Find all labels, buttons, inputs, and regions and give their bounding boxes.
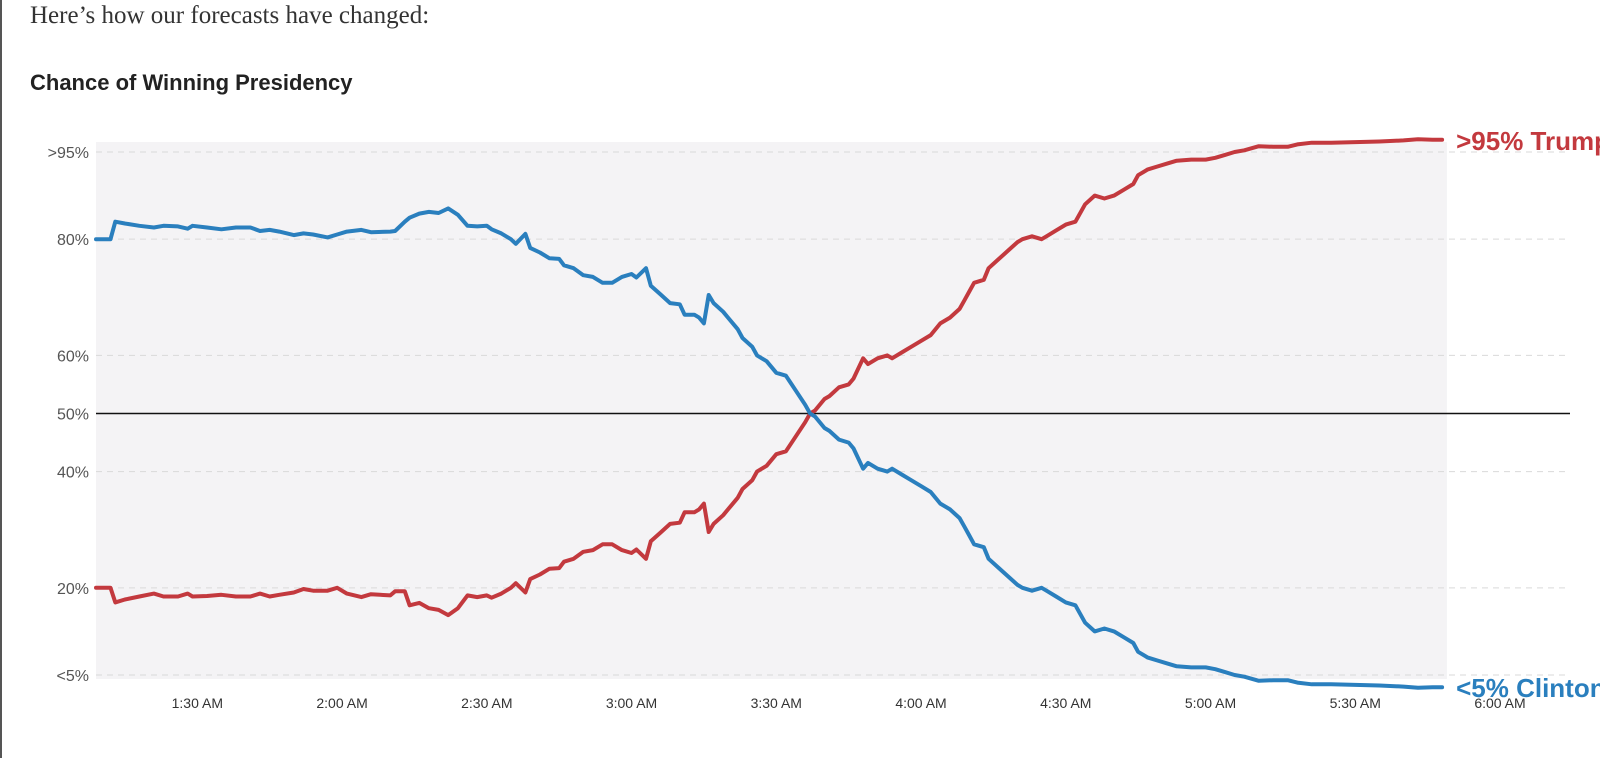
series-lines — [94, 137, 1445, 690]
x-tick-label: 4:00 AM — [895, 695, 946, 711]
window-left-edge — [0, 0, 2, 758]
x-tick-label: 1:30 AM — [172, 695, 223, 711]
x-tick-label: 2:30 AM — [461, 695, 512, 711]
x-tick-label: 3:00 AM — [606, 695, 657, 711]
x-tick-label: 5:30 AM — [1330, 695, 1381, 711]
series-line-trump — [94, 137, 1445, 618]
gridlines — [96, 151, 1570, 676]
x-tick-label: 6:00 AM — [1474, 695, 1525, 711]
x-tick-label: 2:00 AM — [316, 695, 367, 711]
x-tick-label: 5:00 AM — [1185, 695, 1236, 711]
series-line-clinton — [94, 206, 1445, 690]
y-tick-label: 80% — [57, 232, 89, 249]
x-axis: 1:30 AM 2:00 AM 2:30 AM 3:00 AM 3:30 AM 4:00 … — [172, 695, 1526, 711]
y-tick-label: 20% — [57, 581, 89, 598]
x-tick-label: 3:30 AM — [751, 695, 802, 711]
x-tick-label: 4:30 AM — [1040, 695, 1091, 711]
end-label-clinton: <5% Clinton — [1456, 673, 1600, 703]
y-tick-label: <5% — [57, 668, 89, 685]
end-label-trump: >95% Trump — [1456, 126, 1600, 156]
series-end-labels: >95% Trump <5% Clinton — [1456, 126, 1600, 703]
y-tick-label: 40% — [57, 465, 89, 482]
intro-text: Here’s how our forecasts have changed: — [30, 2, 430, 29]
y-tick-label: >95% — [48, 145, 89, 162]
plot-background — [96, 142, 1447, 679]
y-tick-label: 50% — [57, 407, 89, 424]
y-axis: <5% 20% 40% 50% 60% 80% >95% — [48, 145, 89, 685]
y-tick-label: 60% — [57, 348, 89, 365]
chart-title: Chance of Winning Presidency — [30, 70, 353, 95]
